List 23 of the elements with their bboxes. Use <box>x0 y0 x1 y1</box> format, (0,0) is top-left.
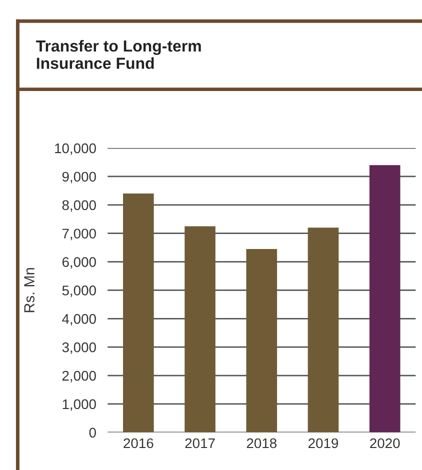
x-tick-label: 2018 <box>246 438 276 448</box>
bar <box>184 226 216 432</box>
x-tick-label: 2020 <box>370 438 400 448</box>
y-tick-label: 8,000 <box>62 200 96 212</box>
bar <box>123 194 154 432</box>
y-tick-label: 10,000 <box>55 143 96 155</box>
y-axis-title: Rs. Mn <box>24 268 34 312</box>
y-tick-label: 6,000 <box>62 257 96 269</box>
y-tick-label: 3,000 <box>62 342 96 354</box>
bar <box>369 165 400 432</box>
chart-title: Transfer to Long-term Insurance Fund <box>36 40 201 69</box>
y-tick-label: 1,000 <box>62 399 96 411</box>
bar <box>308 228 339 432</box>
bar <box>246 248 278 432</box>
y-tick-label: 4,000 <box>62 314 96 326</box>
y-tick-label: 7,000 <box>62 228 96 240</box>
y-tick-label: 9,000 <box>62 172 96 184</box>
y-tick-label: 5,000 <box>62 286 96 298</box>
y-tick-label: 0 <box>89 428 96 438</box>
x-tick-label: 2017 <box>185 438 215 448</box>
y-tick-label: 2,000 <box>62 370 96 382</box>
x-tick-label: 2016 <box>124 438 154 448</box>
x-tick-label: 2019 <box>308 438 338 448</box>
